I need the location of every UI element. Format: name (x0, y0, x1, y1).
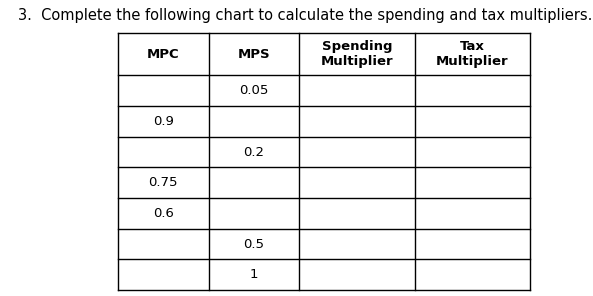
Text: MPS: MPS (238, 48, 270, 61)
Text: 0.6: 0.6 (153, 207, 174, 220)
Text: Tax
Multiplier: Tax Multiplier (436, 40, 509, 68)
Text: 3.  Complete the following chart to calculate the spending and tax multipliers.: 3. Complete the following chart to calcu… (18, 8, 592, 23)
Text: MPC: MPC (147, 48, 180, 61)
Text: 0.5: 0.5 (244, 237, 264, 250)
Text: Spending
Multiplier: Spending Multiplier (321, 40, 393, 68)
Text: 1: 1 (250, 268, 258, 281)
Text: 0.75: 0.75 (149, 176, 178, 189)
Text: 0.2: 0.2 (244, 146, 264, 159)
Text: 0.9: 0.9 (153, 115, 174, 128)
Text: 0.05: 0.05 (239, 84, 269, 97)
